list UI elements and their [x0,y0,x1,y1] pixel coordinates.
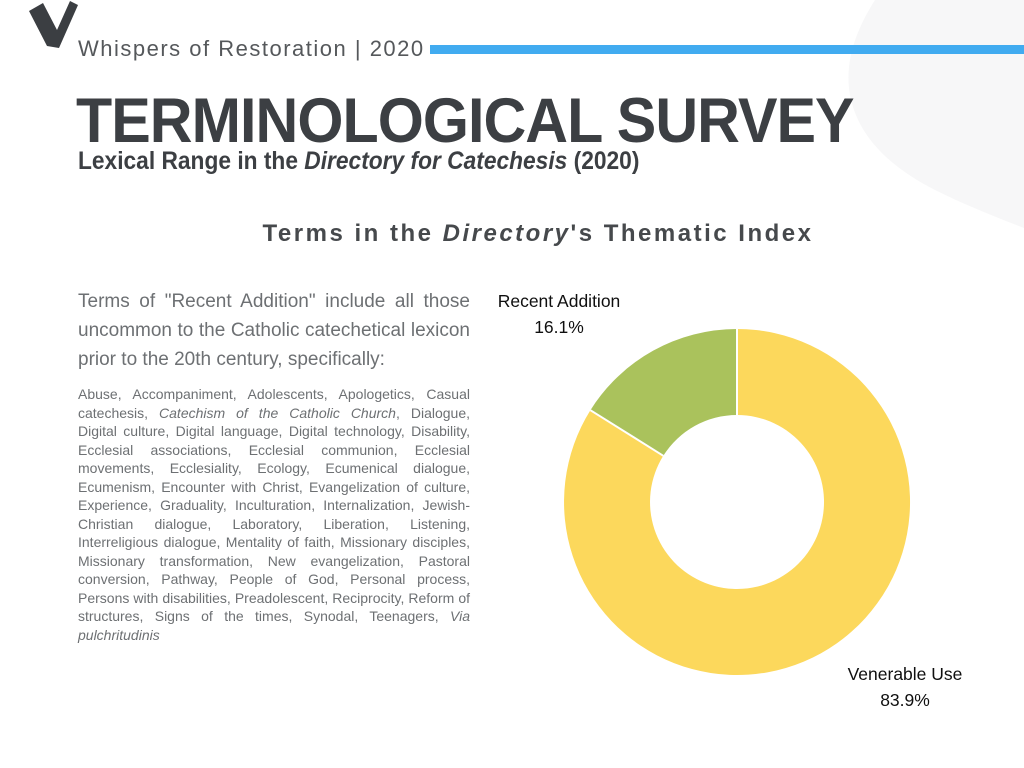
slice-label-recent-addition-value: 16.1% [534,317,584,337]
donut-slice-venerable-use [564,329,911,675]
subtitle-pre: Lexical Range in the [78,147,305,175]
slice-label-recent-addition: Recent Addition 16.1% [447,288,671,340]
heading-italic: Directory [442,220,571,247]
checkmark-decoration-icon [29,1,78,48]
heading-pre: Terms in the [262,220,443,247]
slice-label-venerable-use-text: Venerable Use [847,664,963,684]
corner-blob-decoration [848,0,1024,228]
slice-label-venerable-use: Venerable Use 83.9% [793,661,1017,713]
terms-list-part1: Abuse, Accompaniment, Adolescents, Apolo… [78,386,470,421]
accent-bar [430,45,1024,54]
section-heading: Terms in the Directory's Thematic Index [52,220,1024,248]
terms-list-part2: , Dialogue, Digital culture, Digital lan… [78,404,470,625]
page-title: TERMINOLOGICAL SURVEY [76,86,855,156]
slice-label-venerable-use-value: 83.9% [880,690,930,710]
subtitle-italic: Directory for Catechesis [304,147,568,175]
terms-list-italic1: Catechism of the Catholic Church [159,404,396,421]
intro-paragraph: Terms of "Recent Addition" include all t… [78,291,470,370]
slice-divider-line [589,409,664,457]
terms-list-italic2: Via pulchritudinis [78,608,470,643]
terms-list: Abuse, Accompaniment, Adolescents, Apolo… [78,385,470,644]
slice-label-recent-addition-text: Recent Addition [497,291,621,311]
brand-text: Whispers of Restoration | 2020 [78,36,425,61]
heading-post: 's Thematic Index [570,220,814,247]
subtitle-post: (2020) [567,147,640,175]
donut-chart [564,329,911,675]
donut-slice-recent-addition [590,329,737,456]
page-subtitle: Lexical Range in the Directory for Catec… [78,147,639,176]
